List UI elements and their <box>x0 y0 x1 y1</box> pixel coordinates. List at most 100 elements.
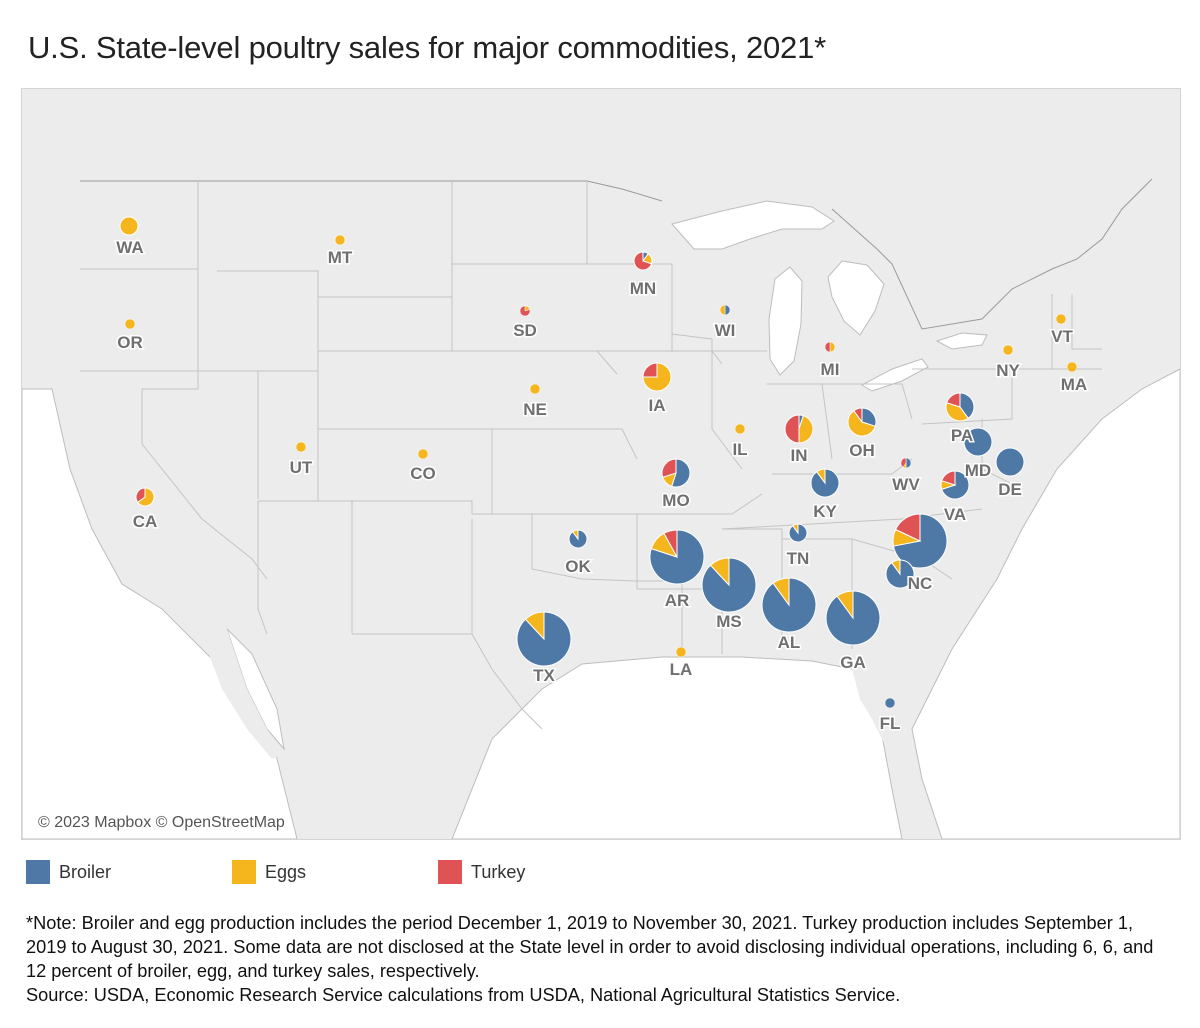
pie-la[interactable] <box>675 646 687 658</box>
label-layer: WA MT OR CA UT CO SD NE MN IA WI MI IL IN OH PA NY VT MA MO… <box>115 237 1089 735</box>
pie-slice-ga-eggs[interactable] <box>836 590 854 620</box>
pie-ms[interactable] <box>701 557 757 613</box>
note-text: *Note: Broiler and egg production includ… <box>26 913 1154 981</box>
pie-mn[interactable] <box>633 251 653 271</box>
pie-slice-ca-eggs[interactable] <box>137 487 155 507</box>
legend-item-eggs[interactable]: Eggs <box>232 860 306 884</box>
pie-wa[interactable] <box>119 216 139 236</box>
pie-slice-mt-eggs[interactable] <box>334 234 346 246</box>
pie-mo[interactable] <box>661 458 691 488</box>
pie-slice-mi-turkey[interactable] <box>824 341 831 353</box>
pie-slice-vt-eggs[interactable] <box>1055 313 1067 325</box>
pie-slice-il-eggs[interactable] <box>734 423 746 435</box>
pie-slice-al-eggs[interactable] <box>772 577 790 607</box>
pie-de[interactable] <box>995 447 1025 477</box>
pie-slice-wi-broiler[interactable] <box>724 304 731 316</box>
pie-slice-sc-eggs[interactable] <box>891 559 901 576</box>
pie-oh[interactable] <box>847 407 877 437</box>
legend-item-broiler[interactable]: Broiler <box>26 860 111 884</box>
pie-slice-in-turkey[interactable] <box>784 414 800 444</box>
pie-slice-in-eggs[interactable] <box>798 415 814 444</box>
pie-ne[interactable] <box>529 383 541 395</box>
state-label-de: DE <box>998 480 1022 499</box>
pie-slice-ca-turkey[interactable] <box>135 487 146 503</box>
pie-slice-ut-eggs[interactable] <box>295 441 307 453</box>
state-label-vt: VT <box>1051 327 1073 346</box>
pie-va[interactable] <box>940 470 970 500</box>
pie-ia[interactable] <box>642 362 672 392</box>
pie-ca[interactable] <box>135 487 155 507</box>
pie-slice-ia-turkey[interactable] <box>642 362 658 378</box>
pie-co[interactable] <box>417 448 429 460</box>
pie-slice-wa-eggs[interactable] <box>119 216 139 236</box>
pie-slice-wi-eggs[interactable] <box>719 304 726 316</box>
pie-slice-de-broiler[interactable] <box>995 447 1025 477</box>
pie-mi[interactable] <box>824 341 836 353</box>
pie-slice-nc-turkey[interactable] <box>894 513 921 542</box>
map-panel[interactable]: WA MT OR CA UT CO SD NE MN IA WI MI IL IN OH PA NY VT MA MO… <box>21 88 1181 840</box>
pie-slice-oh-broiler[interactable] <box>861 407 877 427</box>
pie-ky[interactable] <box>810 468 840 498</box>
state-label-md: MD <box>965 461 991 480</box>
pie-slice-ne-eggs[interactable] <box>529 383 541 395</box>
pie-mt[interactable] <box>334 234 346 246</box>
pie-slice-ky-eggs[interactable] <box>816 468 826 485</box>
pie-slice-ms-eggs[interactable] <box>709 557 730 587</box>
pie-ny[interactable] <box>1002 344 1014 356</box>
pie-ok[interactable] <box>568 529 588 549</box>
pie-slice-mo-turkey[interactable] <box>661 458 677 478</box>
pie-wv[interactable] <box>900 457 912 469</box>
pie-ga[interactable] <box>825 590 881 646</box>
pie-slice-pa-eggs[interactable] <box>945 402 969 422</box>
map-attribution[interactable]: © 2023 Mapbox © OpenStreetMap <box>34 813 289 833</box>
pie-slice-ma-eggs[interactable] <box>1066 361 1078 373</box>
pie-slice-wv-broiler[interactable] <box>905 457 912 469</box>
pie-or[interactable] <box>124 318 136 330</box>
pie-sc[interactable] <box>885 559 915 589</box>
pie-slice-la-eggs[interactable] <box>675 646 687 658</box>
pie-in[interactable] <box>784 414 814 444</box>
pie-il[interactable] <box>734 423 746 435</box>
state-label-ok: OK <box>565 557 591 576</box>
pie-pa[interactable] <box>945 392 975 422</box>
pie-slice-tx-eggs[interactable] <box>524 611 545 641</box>
pie-tx[interactable] <box>516 611 572 667</box>
pie-slice-sd-turkey[interactable] <box>519 305 531 317</box>
pie-slice-va-turkey[interactable] <box>941 470 956 486</box>
pie-wi[interactable] <box>719 304 731 316</box>
state-label-co: CO <box>410 464 436 483</box>
pie-slice-ok-eggs[interactable] <box>572 529 579 541</box>
pie-tn[interactable] <box>788 523 808 543</box>
pie-slice-co-eggs[interactable] <box>417 448 429 460</box>
pie-slice-oh-turkey[interactable] <box>853 407 863 424</box>
pie-slice-tn-eggs[interactable] <box>792 523 799 535</box>
pie-al[interactable] <box>761 577 817 633</box>
pie-fl[interactable] <box>884 697 896 709</box>
state-label-ky: KY <box>813 502 837 521</box>
pie-slice-ia-eggs[interactable] <box>642 362 672 392</box>
pie-md[interactable] <box>963 427 993 457</box>
pie-slice-fl-broiler[interactable] <box>884 697 896 709</box>
pie-vt[interactable] <box>1055 313 1067 325</box>
water-bodies <box>22 200 1180 839</box>
pie-slice-mi-eggs[interactable] <box>829 341 836 353</box>
pie-slice-or-eggs[interactable] <box>124 318 136 330</box>
pie-ut[interactable] <box>295 441 307 453</box>
pie-slice-pa-broiler[interactable] <box>959 392 975 420</box>
pie-nc[interactable] <box>892 513 948 569</box>
legend-item-turkey[interactable]: Turkey <box>438 860 525 884</box>
state-label-ma: MA <box>1061 375 1087 394</box>
pie-slice-oh-eggs[interactable] <box>847 409 876 437</box>
pie-ar[interactable] <box>649 529 705 585</box>
state-label-ne: NE <box>523 400 547 419</box>
pie-slice-wv-turkey[interactable] <box>900 457 907 468</box>
pie-slice-ny-eggs[interactable] <box>1002 344 1014 356</box>
pie-slice-ar-turkey[interactable] <box>663 529 678 558</box>
pie-slice-pa-turkey[interactable] <box>946 392 961 408</box>
pie-layer[interactable] <box>119 216 1078 709</box>
pie-slice-mn-turkey[interactable] <box>633 251 653 271</box>
pie-ma[interactable] <box>1066 361 1078 373</box>
pie-slice-md-broiler[interactable] <box>963 427 993 457</box>
pie-sd[interactable] <box>519 305 531 317</box>
us-map[interactable]: WA MT OR CA UT CO SD NE MN IA WI MI IL IN OH PA NY VT MA MO… <box>22 89 1180 839</box>
